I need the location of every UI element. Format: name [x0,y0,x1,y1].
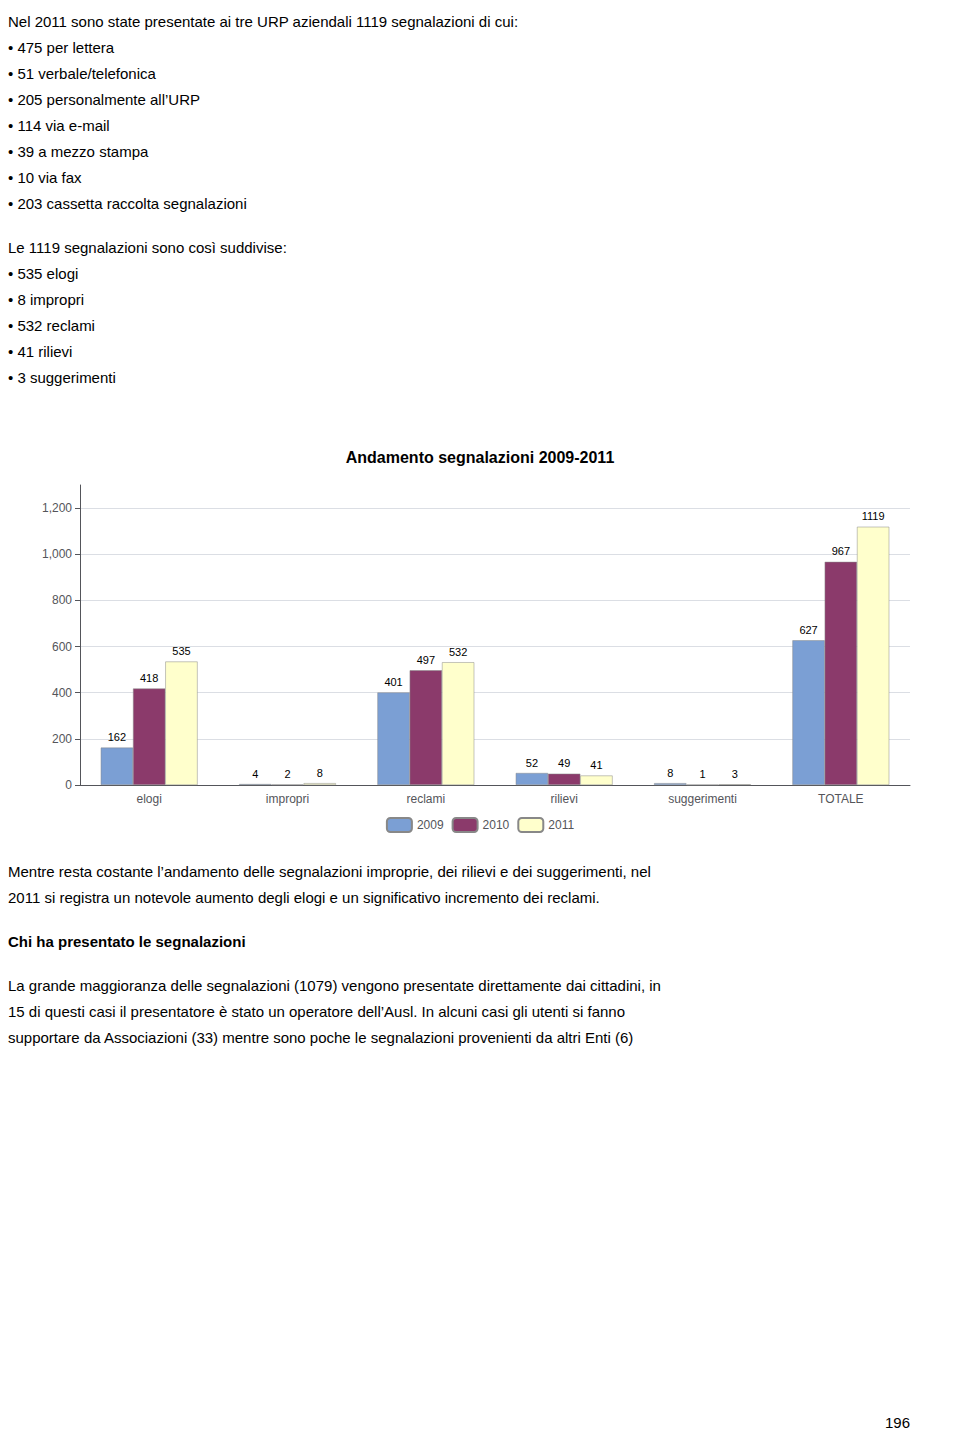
svg-text:52: 52 [526,757,538,769]
svg-text:• 203 cassetta raccolta segnal: • 203 cassetta raccolta segnalazioni [8,195,247,212]
svg-text:La grande maggioranza delle se: La grande maggioranza delle segnalazioni… [8,977,661,994]
svg-text:497: 497 [417,654,435,666]
svg-text:Nel 2011 sono state presentate: Nel 2011 sono state presentate ai tre UR… [8,13,518,30]
svg-text:reclami: reclami [406,792,445,806]
svg-text:Chi ha presentato le segnalazi: Chi ha presentato le segnalazioni [8,933,246,950]
svg-text:• 8 impropri: • 8 impropri [8,291,84,308]
svg-text:627: 627 [799,624,817,636]
svg-text:800: 800 [52,593,72,607]
svg-text:0: 0 [65,778,72,792]
svg-text:41: 41 [590,759,602,771]
svg-text:TOTALE: TOTALE [818,792,864,806]
svg-text:2010: 2010 [483,818,510,832]
svg-text:49: 49 [558,757,570,769]
svg-text:4: 4 [252,768,258,780]
svg-text:• 535 elogi: • 535 elogi [8,265,78,282]
svg-text:967: 967 [832,545,850,557]
svg-text:15 di questi casi il presentat: 15 di questi casi il presentatore è stat… [8,1003,625,1020]
svg-text:1,200: 1,200 [42,501,72,515]
svg-text:• 475 per lettera: • 475 per lettera [8,39,115,56]
svg-text:400: 400 [52,686,72,700]
svg-text:Mentre resta costante l’andame: Mentre resta costante l’andamento delle … [8,863,651,880]
svg-text:• 10 via fax: • 10 via fax [8,169,82,186]
svg-text:• 205 personalmente all’URP: • 205 personalmente all’URP [8,91,200,108]
svg-text:suggerimenti: suggerimenti [668,792,737,806]
svg-text:600: 600 [52,640,72,654]
svg-text:1,000: 1,000 [42,547,72,561]
svg-text:200: 200 [52,732,72,746]
svg-text:3: 3 [732,768,738,780]
svg-text:2009: 2009 [417,818,444,832]
svg-text:• 3 suggerimenti: • 3 suggerimenti [8,369,116,386]
svg-text:Le 1119 segnalazioni sono così: Le 1119 segnalazioni sono così suddivise… [8,239,287,256]
svg-text:2011 si registra un notevole a: 2011 si registra un notevole aumento deg… [8,889,600,906]
svg-text:impropri: impropri [266,792,309,806]
svg-text:• 41 rilievi: • 41 rilievi [8,343,72,360]
svg-text:535: 535 [172,645,190,657]
svg-text:401: 401 [384,676,402,688]
svg-text:8: 8 [317,767,323,779]
svg-text:8: 8 [667,767,673,779]
svg-text:• 532 reclami: • 532 reclami [8,317,95,334]
svg-text:2: 2 [284,768,290,780]
svg-text:532: 532 [449,646,467,658]
svg-text:196: 196 [885,1414,910,1431]
svg-text:• 114 via e-mail: • 114 via e-mail [8,117,110,134]
svg-text:supportare da Associazioni (33: supportare da Associazioni (33) mentre s… [8,1029,633,1046]
svg-text:162: 162 [108,731,126,743]
svg-text:• 51 verbale/telefonica: • 51 verbale/telefonica [8,65,157,82]
svg-text:1: 1 [699,768,705,780]
svg-text:Andamento segnalazioni 2009-20: Andamento segnalazioni 2009-2011 [346,449,615,466]
svg-text:• 39 a mezzo stampa: • 39 a mezzo stampa [8,143,149,160]
svg-text:rilievi: rilievi [550,792,577,806]
svg-text:2011: 2011 [548,818,574,832]
svg-text:1119: 1119 [862,510,885,522]
svg-text:418: 418 [140,672,158,684]
svg-text:elogi: elogi [136,792,161,806]
